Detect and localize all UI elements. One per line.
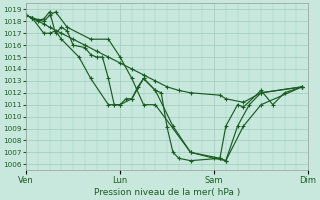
- X-axis label: Pression niveau de la mer( hPa ): Pression niveau de la mer( hPa ): [94, 188, 240, 197]
